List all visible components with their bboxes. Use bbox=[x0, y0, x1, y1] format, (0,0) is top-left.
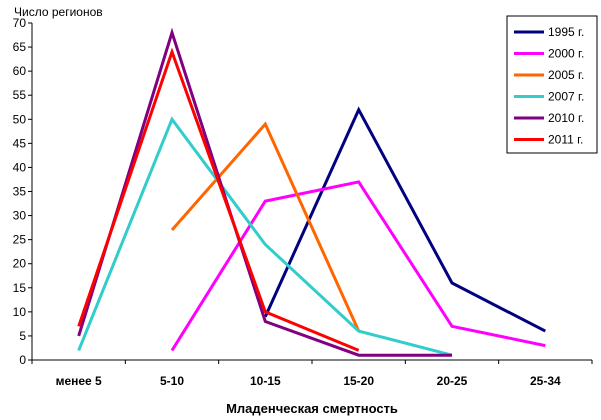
y-tick-label: 65 bbox=[13, 40, 27, 54]
y-tick-label: 50 bbox=[13, 112, 27, 126]
legend-label: 2007 г. bbox=[548, 90, 584, 104]
series-line-2007 bbox=[77, 116, 453, 357]
y-tick-label: 60 bbox=[13, 64, 27, 78]
x-tick-label: 25-34 bbox=[530, 374, 561, 388]
x-tick-label: менее 5 bbox=[56, 374, 102, 388]
series-line-2000 bbox=[170, 180, 546, 352]
y-tick-label: 25 bbox=[13, 233, 27, 247]
y-tick-label: 15 bbox=[13, 281, 27, 295]
y-tick-label: 40 bbox=[13, 160, 27, 174]
y-tick-label: 0 bbox=[19, 353, 26, 367]
legend-label: 2005 г. bbox=[548, 68, 584, 82]
series-line-2005 bbox=[170, 121, 361, 332]
legend-box bbox=[506, 15, 598, 154]
y-tick-label: 30 bbox=[13, 209, 27, 223]
y-tick-label: 35 bbox=[13, 185, 27, 199]
y-tick-label: 45 bbox=[13, 136, 27, 150]
legend-label: 2010 г. bbox=[548, 111, 584, 125]
y-axis-title: Число регионов bbox=[14, 5, 103, 19]
y-tick-label: 70 bbox=[13, 16, 27, 30]
legend: 1995 г. 2000 г. 2005 г. 2007 г. 2010 г. 2011 … bbox=[506, 15, 598, 154]
y-tick-label: 5 bbox=[19, 329, 26, 343]
y-tick-label: 55 bbox=[13, 88, 27, 102]
legend-label: 2011 г. bbox=[548, 133, 583, 147]
x-tick-label: 15-20 bbox=[343, 374, 374, 388]
y-tick-label: 20 bbox=[13, 257, 27, 271]
y-tick-label: 10 bbox=[13, 305, 27, 319]
y-axis-ticks: 0 5 10 15 20 25 30 35 40 45 50 55 60 65 70 bbox=[13, 16, 32, 367]
x-tick-label: 5-10 bbox=[160, 374, 184, 388]
x-tick-label: 20-25 bbox=[437, 374, 468, 388]
x-axis-ticks: менее 5 5-10 10-15 15-20 20-25 25-34 bbox=[31, 360, 593, 388]
series-line-2010 bbox=[77, 27, 452, 357]
x-tick-label: 10-15 bbox=[250, 374, 281, 388]
legend-label: 2000 г. bbox=[548, 47, 584, 61]
legend-label: 1995 г. bbox=[548, 25, 584, 39]
series-line-1995 bbox=[263, 106, 546, 333]
series-line-2011 bbox=[77, 47, 360, 352]
series-lines bbox=[77, 27, 546, 357]
x-axis-title: Младенческая смертность bbox=[226, 401, 398, 416]
